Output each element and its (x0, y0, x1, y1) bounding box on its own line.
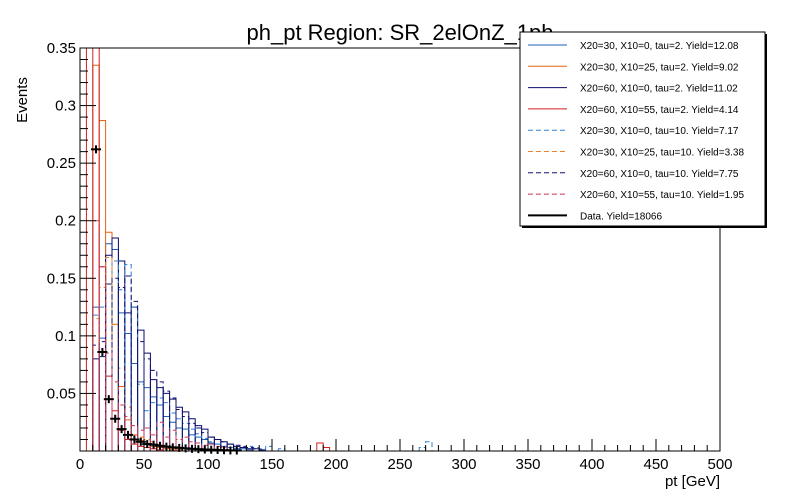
legend-entry: X20=60, X10=55, tau=2. Yield=4.14 (528, 105, 739, 116)
x-axis-label: pt [GeV] (665, 473, 720, 490)
legend-entry: X20=30, X10=25, tau=2. Yield=9.02 (528, 62, 739, 73)
x-tick-label: 50 (136, 456, 153, 473)
legend-label: Data. Yield=18066 (580, 211, 662, 222)
legend-label: X20=60, X10=0, tau=10. Yield=7.75 (580, 169, 739, 180)
legend-entry: Data. Yield=18066 (528, 211, 662, 222)
x-tick-label: 250 (387, 456, 412, 473)
data-point (123, 430, 133, 439)
series-4 (92, 260, 433, 451)
legend-label: X20=60, X10=55, tau=2. Yield=4.14 (580, 105, 739, 116)
series-6-bars (92, 275, 267, 451)
data-points (91, 145, 242, 455)
series-3-bars (85, 47, 331, 451)
y-tick-label: 0.15 (47, 270, 76, 287)
x-tick-label: 350 (515, 456, 540, 473)
y-tick-label: 0.05 (47, 385, 76, 402)
series-7 (92, 220, 228, 451)
series-6 (92, 275, 267, 451)
series-0 (92, 243, 254, 451)
data-point (91, 145, 101, 154)
legend-shadow-bottom (522, 226, 767, 228)
series-3 (85, 47, 331, 451)
legend-entry: X20=30, X10=0, tau=2. Yield=12.08 (528, 41, 739, 52)
x-tick-label: 150 (259, 456, 284, 473)
x-tick-label: 100 (195, 456, 220, 473)
x-tick-label: 300 (451, 456, 476, 473)
series-4-bars (92, 260, 433, 451)
x-tick-label: 450 (643, 456, 668, 473)
x-tick-label: 0 (76, 456, 84, 473)
data-point (110, 414, 121, 423)
data-point (148, 440, 159, 449)
legend-label: X20=30, X10=25, tau=2. Yield=9.02 (580, 62, 739, 73)
x-tick-label: 500 (707, 456, 732, 473)
legend-entry: X20=60, X10=0, tau=10. Yield=7.75 (528, 169, 739, 180)
legend-label: X20=30, X10=0, tau=2. Yield=12.08 (580, 41, 739, 52)
legend-label: X20=60, X10=0, tau=2. Yield=11.02 (580, 84, 738, 95)
y-tick-label: 0.35 (47, 40, 76, 57)
series-0-bars (92, 243, 254, 451)
x-tick-label: 200 (323, 456, 348, 473)
legend-label: X20=30, X10=0, tau=10. Yield=7.17 (580, 126, 739, 137)
y-tick-label: 0.2 (55, 213, 76, 230)
chart-title: ph_pt Region: SR_2elOnZ_1ph (247, 20, 554, 45)
y-axis: 0.05 0.1 0.15 0.2 0.25 0.3 0.35 (47, 40, 96, 452)
y-axis-label: Events (14, 77, 31, 123)
x-axis: 0 50 100 150 200 250 300 350 400 450 500 (76, 439, 733, 473)
legend-entry: X20=60, X10=0, tau=2. Yield=11.02 (528, 84, 738, 95)
legend-shadow (765, 34, 767, 228)
data-point (97, 347, 108, 356)
legend-entry: X20=60, X10=55, tau=10. Yield=1.95 (528, 190, 744, 201)
data-point (103, 395, 114, 404)
series-7-bars (92, 220, 228, 451)
data-point (129, 435, 140, 444)
y-tick-label: 0.1 (55, 328, 76, 345)
x-tick-label: 400 (579, 456, 604, 473)
legend-entry: X20=30, X10=0, tau=10. Yield=7.17 (528, 126, 739, 137)
data-point (116, 425, 127, 434)
y-tick-label: 0.3 (55, 98, 76, 115)
y-tick-label: 0.25 (47, 155, 76, 172)
plot-area (85, 47, 433, 455)
legend-label: X20=30, X10=25, tau=10. Yield=3.38 (580, 148, 744, 159)
legend: X20=30, X10=0, tau=2. Yield=12.08 X20=30,… (519, 31, 767, 228)
legend-entry: X20=30, X10=25, tau=10. Yield=3.38 (528, 148, 744, 159)
legend-label: X20=60, X10=55, tau=10. Yield=1.95 (580, 190, 744, 201)
